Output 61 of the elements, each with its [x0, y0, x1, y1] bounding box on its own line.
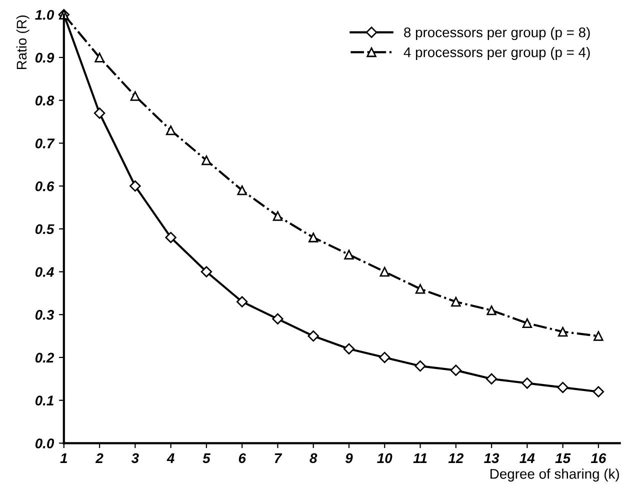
point: [94, 52, 104, 62]
point: [200, 266, 212, 278]
y-tick-label: 0.0: [35, 438, 54, 448]
point: [272, 313, 284, 324]
point: [486, 305, 496, 316]
x-tick-label: 10: [377, 453, 392, 464]
point: [237, 185, 247, 196]
legend-label: 8 processors per group (p = 8): [404, 27, 590, 40]
point: [272, 211, 283, 221]
legend-label: 4 processors per group (p = 4): [404, 47, 590, 60]
y-tick-label: 0.5: [35, 224, 54, 234]
y-tick-label: 0.7: [35, 138, 55, 148]
point: [592, 386, 604, 398]
y-axis-title: Ratio (R): [16, 15, 30, 70]
x-tick-label: 12: [448, 453, 464, 463]
y-tick-label: 0.9: [35, 52, 54, 63]
x-tick-label: 9: [345, 453, 353, 464]
point: [165, 232, 176, 244]
x-tick-label: 16: [590, 453, 606, 464]
y-tick-label: 0.3: [35, 310, 54, 320]
point: [380, 266, 390, 277]
x-tick-label: 6: [238, 453, 246, 464]
y-tick-label: 0.2: [35, 352, 54, 363]
point: [308, 232, 318, 242]
point: [130, 91, 140, 101]
point: [343, 343, 355, 354]
point: [558, 326, 568, 337]
x-tick-label: 1: [60, 453, 68, 463]
y-tick-label: 0.1: [35, 396, 54, 406]
point: [236, 296, 248, 308]
x-tick-label: 7: [274, 453, 282, 463]
x-tick-label: 13: [484, 453, 500, 464]
x-axis-title: Degree of sharing (k): [490, 468, 619, 482]
point: [308, 330, 319, 342]
point: [486, 373, 498, 384]
y-tick-label: 0.6: [35, 181, 54, 192]
point: [202, 155, 212, 166]
point: [450, 364, 462, 376]
x-tick-label: 8: [310, 453, 318, 464]
point: [415, 284, 426, 294]
x-tick-label: 11: [413, 453, 427, 463]
point: [166, 125, 176, 136]
x-tick-label: 15: [555, 453, 571, 464]
y-tick-label: 0.4: [35, 267, 54, 277]
point: [94, 108, 106, 119]
x-tick-label: 3: [131, 453, 139, 464]
point: [451, 296, 461, 307]
point: [130, 180, 141, 192]
x-tick-label: 5: [202, 453, 210, 464]
x-tick-label: 14: [520, 453, 535, 463]
point: [594, 331, 604, 341]
point: [522, 378, 533, 389]
x-tick-label: 4: [166, 453, 174, 463]
point: [344, 250, 354, 260]
point: [414, 360, 426, 372]
point: [557, 382, 568, 394]
point: [522, 318, 532, 328]
y-tick-label: 0.8: [35, 96, 54, 106]
x-tick-label: 2: [95, 453, 104, 463]
y-tick-label: 1.0: [35, 10, 54, 20]
point: [379, 352, 390, 364]
